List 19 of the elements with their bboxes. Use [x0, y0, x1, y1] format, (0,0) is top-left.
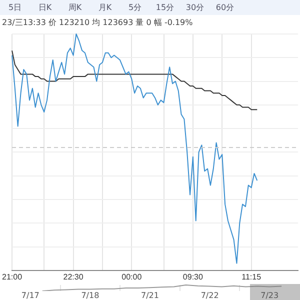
text: 日K	[37, 2, 53, 13]
text: 周K	[67, 2, 83, 13]
x-tick-label: 09:30	[182, 272, 204, 282]
text: 5分	[127, 2, 143, 13]
x-tick-label: 00:00	[122, 272, 142, 282]
x-tick-label: 7/22	[200, 291, 219, 300]
x-tick-label: 7/18	[81, 291, 100, 300]
text: 60分	[214, 2, 236, 13]
x-tick-label: 22:30	[63, 272, 84, 282]
x-tick-label: 7/21	[141, 291, 159, 300]
text: 5日	[7, 2, 23, 13]
text: 15分	[154, 2, 176, 13]
chart-subtitle: 23/三13:33 价 123210 均 123693 量 0 幅 -0.19%	[2, 17, 193, 28]
text: 30分	[184, 2, 206, 13]
x-tick-label: 7/23	[260, 291, 279, 300]
x-tick-label: 21:00	[2, 272, 23, 282]
x-tick-label: 11:15	[242, 272, 262, 282]
text: 月K	[97, 2, 113, 13]
x-tick-label: 7/17	[21, 291, 40, 300]
